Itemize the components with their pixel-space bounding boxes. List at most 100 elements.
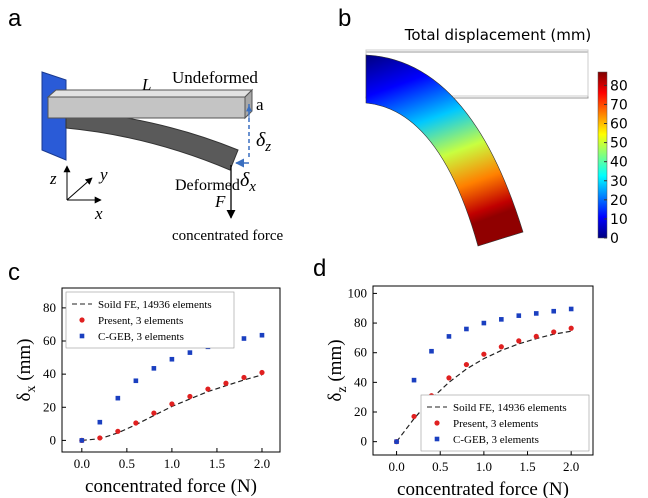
axis-label: z: [49, 169, 57, 188]
colorbar-label: 50: [610, 136, 628, 152]
point: [516, 338, 522, 344]
symbol: δ: [325, 393, 346, 402]
point: [259, 332, 265, 338]
point: [394, 439, 399, 444]
colorbar: [597, 71, 608, 239]
point: [568, 306, 574, 312]
length-label: L: [141, 75, 151, 94]
x-tick-label: 1.5: [519, 459, 535, 474]
point: [115, 428, 121, 434]
plot-frame: [372, 285, 594, 456]
x-tick-label: 0.0: [74, 456, 90, 471]
series-line: [81, 374, 263, 442]
tip-label: a: [256, 95, 264, 114]
legend-label: Soild FE, 14936 elements: [98, 299, 212, 311]
y-axis-title: δx (mm): [14, 339, 39, 402]
point: [187, 350, 193, 355]
point: [97, 419, 103, 425]
series-line: [396, 330, 572, 443]
point: [187, 393, 193, 400]
point: [464, 326, 469, 332]
point: [259, 369, 265, 376]
point: [115, 395, 121, 401]
colorbar-label: 40: [610, 155, 628, 171]
panel-label: b: [338, 5, 351, 32]
panel-label: d: [313, 255, 326, 282]
x-tick-label: 0.0: [388, 459, 404, 474]
legend-swatch: [79, 333, 85, 339]
point: [446, 334, 452, 339]
delta-x: δx: [240, 169, 256, 195]
subscript: z: [335, 386, 350, 392]
colorbar-label: 20: [610, 193, 628, 209]
point: [151, 366, 157, 371]
y-tick-label: 100: [348, 285, 368, 300]
y-tick-label: 60: [43, 333, 56, 348]
y-tick-label: 20: [354, 404, 367, 419]
x-tick-label: 1.0: [164, 456, 180, 471]
contour-title: Total displacement (mm): [404, 26, 592, 44]
point: [97, 435, 103, 441]
delta-z: δz: [256, 129, 271, 155]
force-caption: concentrated force: [172, 228, 284, 244]
axis-label: y: [98, 165, 108, 184]
point: [551, 308, 557, 314]
point: [79, 438, 85, 443]
point: [533, 333, 539, 340]
x-tick-label: 1.5: [209, 456, 225, 471]
subscript: z: [264, 139, 271, 155]
deformed-label: Deformed: [175, 177, 240, 194]
point: [133, 420, 139, 426]
colorbar-label: 60: [610, 117, 628, 133]
point: [446, 375, 452, 381]
undeformed-beam: [47, 96, 246, 119]
point: [498, 344, 504, 350]
y-tick-label: 40: [43, 366, 56, 381]
unit: (mm): [14, 339, 35, 386]
y-tick-label: 20: [43, 399, 56, 414]
y-tick-label: 80: [354, 315, 367, 330]
force-label: F: [214, 192, 226, 211]
point: [568, 325, 574, 331]
subscript: x: [248, 179, 256, 195]
point: [551, 329, 557, 335]
point: [169, 356, 175, 362]
subscript: x: [24, 386, 39, 393]
axis-arrow: [66, 177, 93, 201]
x-tick-label: 2.0: [563, 459, 579, 474]
deformed-body: [365, 54, 524, 247]
symbol: δ: [240, 169, 250, 191]
legend-label: C-GEB, 3 elements: [453, 434, 539, 446]
legend-label: C-GEB, 3 elements: [98, 331, 184, 343]
y-tick-label: 0: [361, 434, 368, 449]
point: [205, 386, 211, 392]
legend-label: Present, 3 elements: [98, 315, 183, 327]
point: [241, 336, 247, 341]
legend-swatch: [434, 420, 440, 426]
colorbar-label: 80: [610, 78, 628, 94]
x-tick-label: 0.5: [432, 459, 448, 474]
point: [411, 413, 417, 420]
plot-frame: [61, 287, 281, 453]
panel-label: c: [8, 259, 20, 286]
y-tick-label: 60: [354, 345, 367, 360]
colorbar-label: 30: [610, 174, 628, 190]
legend-swatch: [79, 317, 85, 323]
x-tick-label: 0.5: [119, 456, 135, 471]
point: [499, 317, 504, 322]
point: [151, 410, 157, 416]
axis-label: x: [94, 204, 103, 223]
x-tick-label: 1.0: [476, 459, 492, 474]
y-tick-label: 40: [354, 374, 367, 389]
legend-swatch: [434, 436, 440, 442]
colorbar-label: 10: [610, 212, 628, 228]
legend-box: [420, 394, 590, 452]
contour-plot: Total displacement (mm): [365, 26, 608, 247]
panel-label: a: [8, 5, 22, 32]
point: [133, 378, 139, 384]
y-axis-title: δz (mm): [325, 339, 350, 401]
point: [533, 311, 539, 316]
y-tick-label: 0: [50, 432, 57, 447]
symbol: δ: [14, 392, 35, 401]
